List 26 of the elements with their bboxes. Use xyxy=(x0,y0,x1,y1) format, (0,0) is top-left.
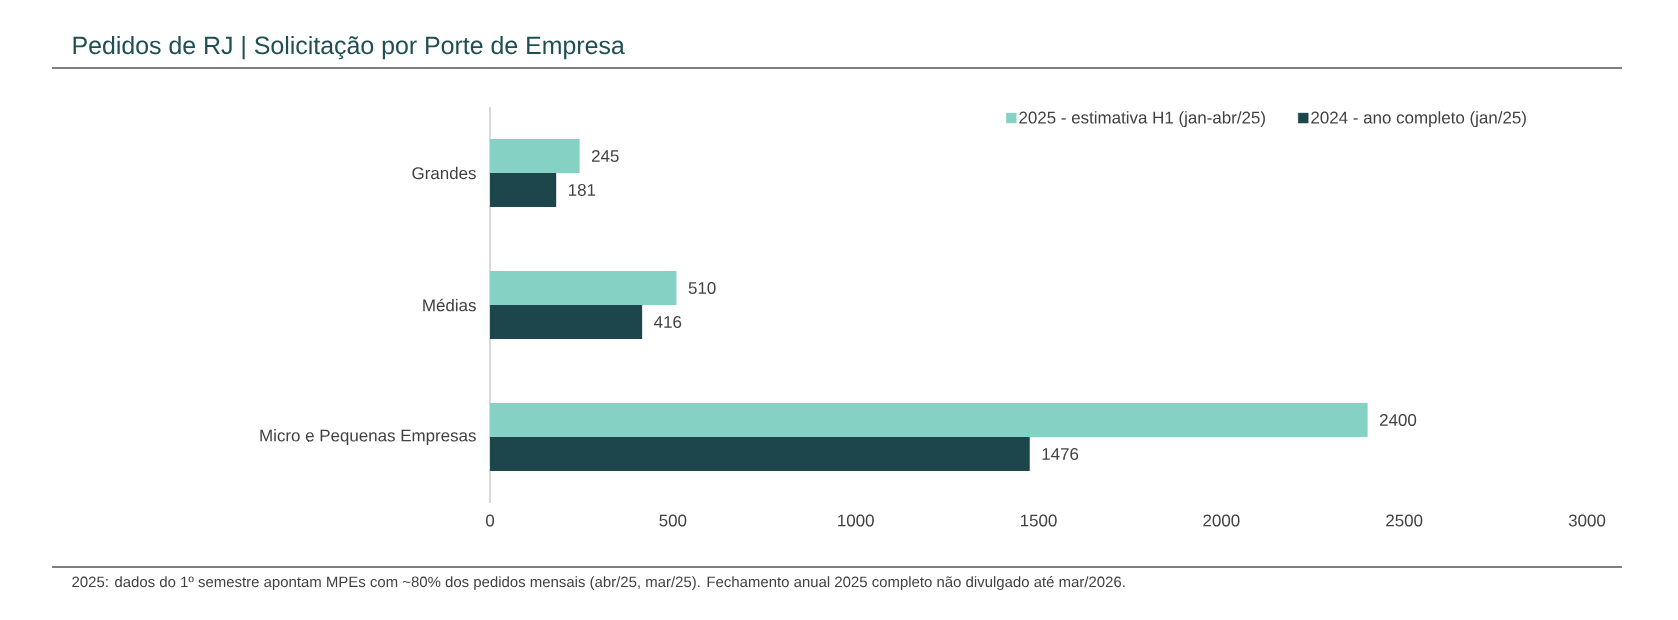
x-tick-label: 500 xyxy=(659,514,687,527)
bar xyxy=(490,172,557,207)
bar xyxy=(490,304,643,339)
x-tick-label: 3000 xyxy=(1568,514,1606,527)
data-label: 510 xyxy=(688,281,716,294)
bar xyxy=(490,138,580,173)
data-label: 2400 xyxy=(1379,413,1417,426)
legend-label: 2025 - estimativa H1 (jan-abr/25) xyxy=(1019,111,1265,127)
chart-title: Pedidos de RJ | Solicitação por Porte de Empresa xyxy=(73,35,625,60)
y-tick-label: Grandes xyxy=(412,166,476,180)
bar xyxy=(490,402,1368,437)
x-tick-label: 1000 xyxy=(838,514,874,527)
bar xyxy=(490,436,1030,471)
data-label: 1476 xyxy=(1042,447,1079,460)
x-tick-label: 0 xyxy=(485,514,495,527)
bar xyxy=(490,270,677,305)
x-tick-label: 1500 xyxy=(1020,514,1057,527)
text: 2025: dados do 1º semestre apontam MPEs com ~80% dos pedidos mensais (abr/25, mar/25). Fechamento anual 2025 completo não divulgado até mar/2026. xyxy=(72,575,1125,591)
data-label: 416 xyxy=(654,315,682,328)
legend-label: 2024 - ano completo (jan/25) xyxy=(1311,111,1526,127)
x-tick-label: 2000 xyxy=(1203,514,1240,527)
data-label: 245 xyxy=(591,149,619,162)
y-tick-label: Micro e Pequenas Empresas xyxy=(260,429,476,445)
data-label: 181 xyxy=(569,183,596,196)
y-tick-label: Médias xyxy=(423,298,476,312)
x-tick-label: 2500 xyxy=(1386,514,1423,527)
